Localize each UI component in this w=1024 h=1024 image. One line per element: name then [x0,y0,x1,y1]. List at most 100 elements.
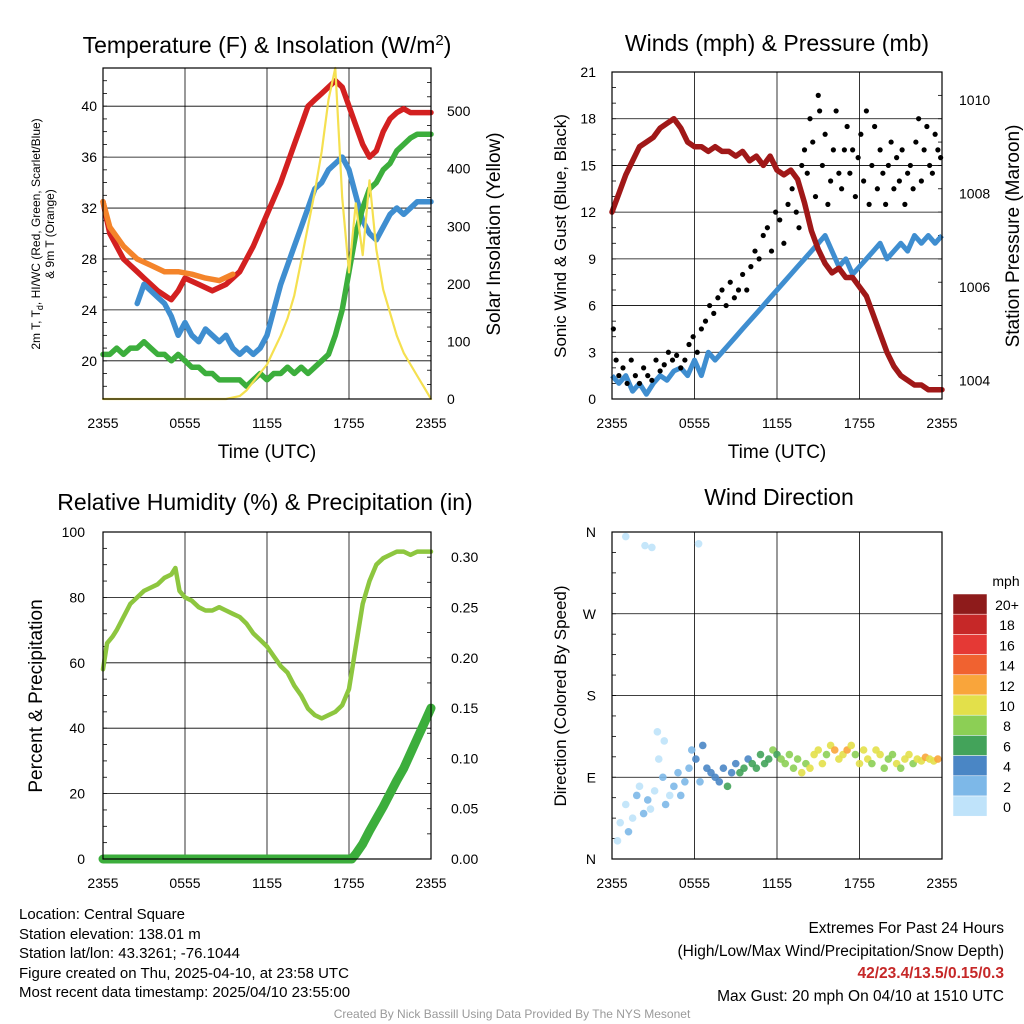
gust-point [841,147,847,153]
gust-point [616,373,622,379]
y-tick-label: N [586,851,596,867]
series-line-pressure [609,115,945,393]
gust-point [694,349,700,355]
legend-label: 20+ [995,597,1019,613]
x-tick-label: 2355 [596,875,627,891]
humidity-y-label: Percent & Precipitation [26,599,47,792]
gust-point [752,248,758,254]
y-tick-label: 40 [69,720,85,736]
temperature-y-label-line1: 2m T, Td, HI/WC (Red, Green, Scarlet/Blu… [29,118,45,349]
gust-point [665,349,671,355]
temperature-y-label-line2: & 9m T (Orange) [43,189,57,279]
gust-point [839,186,845,192]
gust-point [880,170,886,176]
direction-point [785,750,794,759]
gust-point [905,170,911,176]
gust-point [810,139,816,145]
gust-point [793,209,799,215]
gust-point [929,170,935,176]
y-tick-label: E [587,769,596,785]
gust-point [863,108,869,114]
direction-point [715,777,724,786]
gust-point [899,147,905,153]
gust-point [877,147,883,153]
gust-point [850,147,856,153]
direction-point [814,746,823,754]
gust-point [773,209,779,215]
y-tick-label: 15 [580,157,596,173]
gust-point [822,131,828,137]
gust-point [781,240,787,246]
series-line-temp [100,77,434,303]
y-tick-label: 100 [62,524,86,540]
direction-point [621,532,630,541]
y2-tick-label: 1004 [959,372,990,388]
legend-swatch [952,735,988,756]
y2-tick-label: 100 [447,333,471,349]
series-line-heat_index [134,154,434,358]
gust-point [715,295,721,301]
gust-point [698,326,704,332]
gust-point [740,271,746,278]
winds-y-label-group: Sonic Wind & Gust (Blue, Black) [551,114,570,358]
y2-tick-label: 0.15 [451,700,478,716]
gust-point [796,225,802,231]
station-info: Location: Central Square Station elevati… [19,905,350,1003]
gust-point [727,279,733,285]
x-tick-label: 2355 [926,415,957,431]
gust-point [907,162,913,169]
direction-point [876,750,884,759]
winds-x-label: Time (UTC) [728,442,827,463]
direction-point [696,777,704,786]
figure-created: Figure created on Thu, 2025-04-10, at 23… [19,964,349,982]
series-line-temp_9m [100,198,236,284]
direction-point [694,540,703,548]
y2-tick-label: 200 [447,276,471,292]
gust-point [735,287,742,293]
y2-tick-label: 500 [447,103,471,119]
gust-point [902,201,908,207]
gust-point [723,302,729,309]
gust-point [731,295,737,301]
y-tick-label: S [587,688,596,704]
gust-point [719,287,725,293]
gust-point [702,318,709,324]
y-tick-label: 36 [81,149,97,165]
gust-point [804,170,810,176]
gust-point [861,178,867,184]
gust-point [799,162,805,169]
gust-point [669,357,676,363]
direction-point [764,755,773,763]
x-tick-label: 2355 [87,415,118,431]
direction-point [723,782,732,791]
x-tick-label: 1755 [844,415,875,431]
gust-point [756,256,762,262]
gust-point [686,341,692,348]
legend-swatch [952,795,988,817]
direction-point [740,764,748,772]
direction-point [646,805,655,813]
direction-point [888,750,897,759]
direction-point [797,768,806,777]
max-gust: Max Gust: 20 mph On 04/10 at 1510 UTC [717,987,1004,1005]
winds-panel: 0 3 6 9 12 15 18 21 1004 1006 1008 1010 2355 0555 1155… [551,30,1024,463]
gust-point [817,108,823,114]
gust-point [918,178,924,184]
x-tick-label: 1755 [844,875,875,891]
gust-point [819,162,825,169]
y-tick-label: 12 [580,204,596,220]
direction-point [698,741,707,750]
legend-swatch [952,654,988,676]
y-tick-label: 9 [588,251,596,267]
direction-point [665,791,674,800]
legend-label: 8 [1003,718,1011,734]
y-tick-label: 20 [81,353,97,369]
y2-tick-label: 0.05 [451,801,478,817]
direction-point [685,764,693,772]
gust-point [768,248,775,254]
direction-point [616,818,625,827]
gust-point [801,147,808,153]
x-tick-label: 1155 [762,875,792,891]
